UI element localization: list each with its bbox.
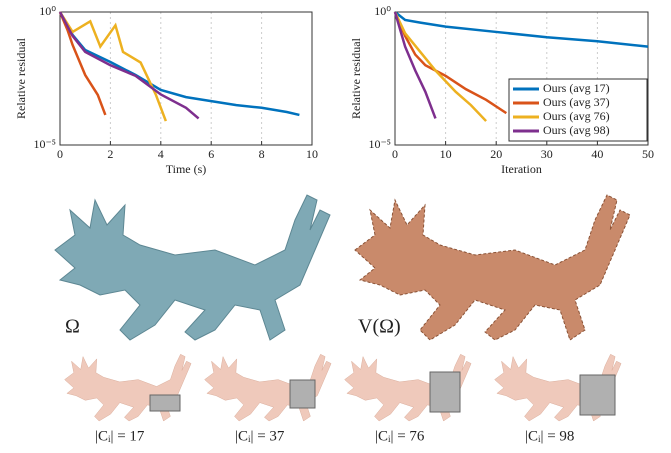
cluster-label: |Cᵢ| = 76 bbox=[375, 428, 425, 444]
legend-label: Ours (avg 76) bbox=[543, 109, 610, 123]
voxel-label: V(Ω) bbox=[358, 316, 401, 338]
x-tick-label: 6 bbox=[208, 147, 214, 161]
x-tick-label: 2 bbox=[107, 147, 113, 161]
figure: Ω V(Ω) 0 2 4 6 8 10 10⁻⁵ 10⁰ Time (s) Relative re… bbox=[0, 0, 671, 448]
shape-label: Ω bbox=[65, 316, 80, 338]
legend-label: Ours (avg 98) bbox=[543, 123, 610, 137]
x-tick-label: 4 bbox=[158, 147, 164, 161]
legend-label: Ours (avg 17) bbox=[543, 81, 610, 95]
x-tick-label: 30 bbox=[541, 147, 553, 161]
x-axis-label: Iteration bbox=[501, 162, 542, 176]
y-axis-label: Relative residual bbox=[14, 37, 28, 119]
x-tick-label: 8 bbox=[259, 147, 265, 161]
x-tick-label: 0 bbox=[57, 147, 63, 161]
legend-label: Ours (avg 37) bbox=[543, 95, 610, 109]
x-tick-label: 40 bbox=[591, 147, 603, 161]
series-line bbox=[60, 12, 299, 115]
cluster-label: |Cᵢ| = 17 bbox=[95, 428, 145, 444]
y-tick-label: 10⁻⁵ bbox=[33, 137, 56, 151]
x-tick-label: 10 bbox=[440, 147, 452, 161]
x-tick-label: 50 bbox=[642, 147, 654, 161]
cluster-label: |Cᵢ| = 98 bbox=[525, 428, 574, 444]
dragon-shape bbox=[55, 195, 330, 340]
y-axis-label: Relative residual bbox=[349, 37, 363, 119]
cluster-dragons bbox=[65, 354, 622, 421]
x-tick-label: 20 bbox=[490, 147, 502, 161]
cluster-label: |Cᵢ| = 37 bbox=[235, 428, 285, 444]
x-axis-label: Time (s) bbox=[166, 162, 207, 176]
x-tick-label: 10 bbox=[306, 147, 318, 161]
x-tick-label: 0 bbox=[392, 147, 398, 161]
y-tick-label: 10⁻⁵ bbox=[368, 137, 391, 151]
y-tick-label: 10⁰ bbox=[374, 4, 391, 18]
series-line bbox=[395, 12, 648, 47]
y-tick-label: 10⁰ bbox=[39, 4, 56, 18]
plot-frame bbox=[60, 12, 312, 145]
